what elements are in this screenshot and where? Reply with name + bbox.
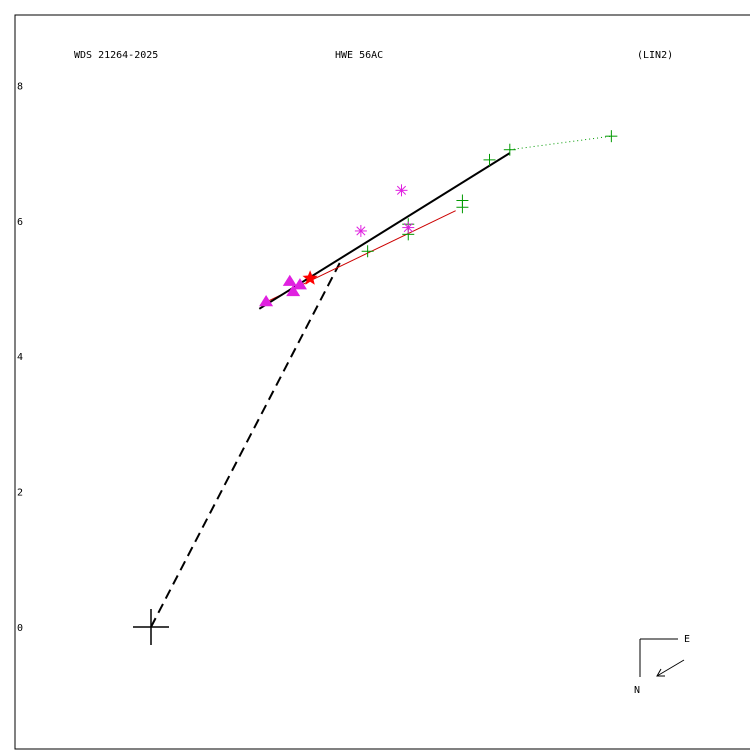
green-plus-point bbox=[483, 153, 496, 166]
green-dotted-line bbox=[509, 135, 612, 151]
y-tick-label: 6 bbox=[17, 217, 23, 228]
magenta-asterisk-point bbox=[354, 224, 367, 237]
green-plus-point bbox=[503, 143, 516, 156]
y-tick-label: 8 bbox=[17, 81, 23, 92]
y-tick-label: 0 bbox=[17, 623, 23, 634]
plot-frame bbox=[14, 14, 750, 750]
green-plus-point bbox=[605, 130, 618, 143]
chart-title-left: WDS 21264-2025 bbox=[74, 50, 158, 61]
y-tick-label: 2 bbox=[17, 488, 23, 499]
compass-north-label: N bbox=[634, 685, 640, 696]
chart-title-center: HWE 56AC bbox=[335, 50, 383, 61]
green-plus-point bbox=[456, 201, 469, 214]
asterisk-stroke bbox=[356, 226, 366, 236]
green-plus-point bbox=[361, 245, 374, 258]
y-tick-label: 4 bbox=[17, 352, 23, 363]
plot-marks bbox=[133, 130, 618, 645]
asterisk-stroke bbox=[403, 223, 413, 233]
primary-star-cross bbox=[133, 609, 169, 645]
compass-east-label: E bbox=[684, 634, 690, 645]
red-star-point bbox=[302, 270, 318, 285]
compass: E N bbox=[634, 634, 690, 696]
magenta-triangle-point bbox=[292, 278, 307, 290]
magenta-triangle-point bbox=[286, 284, 301, 297]
magenta-asterisk-point bbox=[402, 221, 415, 234]
magenta-triangle-point bbox=[282, 274, 297, 286]
asterisk-stroke bbox=[396, 185, 407, 195]
magenta-triangle-point bbox=[259, 295, 274, 307]
magenta-asterisk-point bbox=[395, 184, 408, 197]
compass-motion-arrow bbox=[656, 659, 685, 677]
compass-arrowhead bbox=[656, 668, 665, 677]
dashed-line bbox=[150, 260, 342, 628]
y-tick-labels: 0 2 4 6 8 bbox=[17, 81, 23, 634]
chart-title-right: (LIN2) bbox=[637, 50, 673, 61]
